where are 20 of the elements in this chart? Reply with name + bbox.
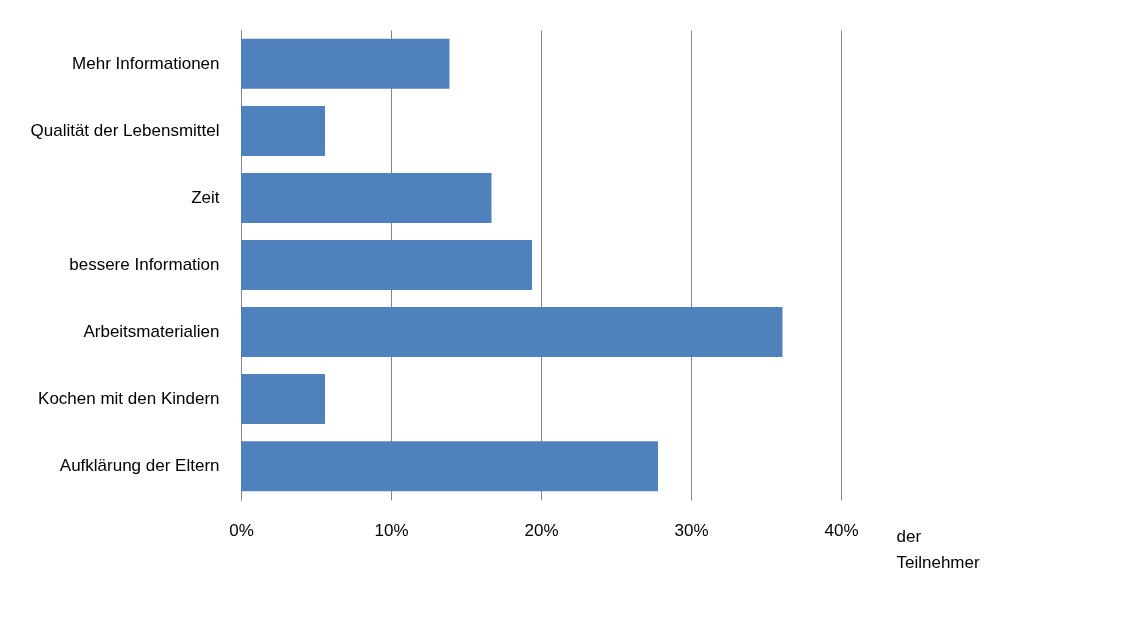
x-axis-title: der Teilnehmer [896,526,980,572]
y-tick-label: Qualität der Lebensmittel [30,120,220,140]
y-tick-label: bessere Information [69,255,220,274]
y-tick-label: Arbeitsmaterialien [83,322,220,342]
bar [241,105,325,156]
bar [241,172,492,223]
x-tick-label: 10% [374,520,409,540]
bar [241,240,532,290]
y-tick-label: Kochen mit den Kindern [38,389,220,409]
bar [241,307,783,358]
y-tick-label: Zeit [191,187,220,207]
x-tick-label: 0% [229,520,254,540]
y-tick-label: Aufklärung der Eltern [59,456,220,476]
bar [241,441,658,492]
y-tick-label: Mehr Informationen [72,53,220,73]
x-tick-label: 20% [524,520,559,540]
x-tick-label: 30% [674,520,709,540]
bar [241,374,325,425]
bar [241,38,450,89]
x-tick-label: 40% [824,520,859,540]
